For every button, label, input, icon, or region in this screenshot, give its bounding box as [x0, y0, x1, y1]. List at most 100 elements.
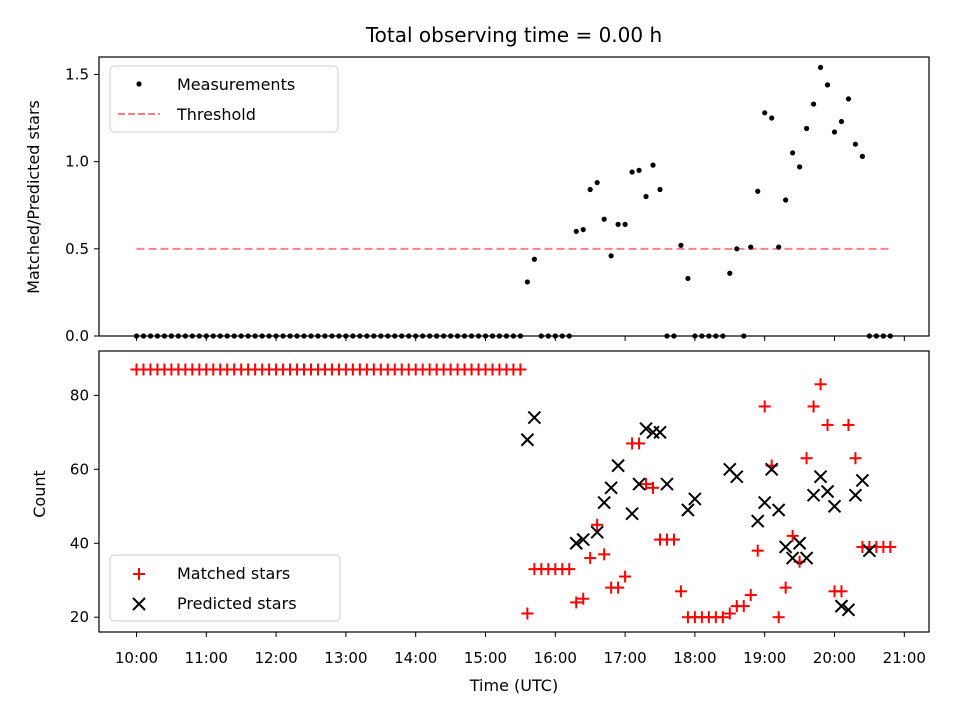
predicted-star-point	[820, 484, 835, 499]
measurement-point	[657, 186, 663, 193]
predicted-star-point	[611, 458, 625, 473]
matched-star-point	[758, 400, 771, 413]
bottom-y-axis: 20 40 60 80	[70, 386, 99, 626]
measurement-point	[594, 179, 600, 186]
matched-star-point	[598, 548, 611, 561]
bottom-x-tick-label: 12:00	[254, 649, 297, 667]
predicted-star-stroke-b	[806, 488, 821, 502]
predicted-star-point	[653, 425, 667, 440]
matched-star-point	[591, 518, 604, 531]
predicted-star-point	[527, 410, 542, 425]
bottom-x-tick-label: 19:00	[743, 649, 786, 667]
predicted-star-stroke-b	[688, 492, 702, 506]
predicted-star-point	[625, 506, 639, 521]
predicted-star-point	[681, 503, 695, 517]
matched-star-point	[842, 418, 855, 431]
matched-star-point	[723, 607, 736, 620]
top-x-axis	[136, 336, 905, 341]
legend-measurements-marker	[136, 81, 142, 87]
bottom-y-axis-label: Count	[30, 470, 49, 518]
predicted-star-stroke-b	[660, 477, 674, 491]
legend-predicted-marker	[132, 597, 146, 611]
legend-measurements-label: Measurements	[177, 75, 295, 94]
bottom-x-axis: 10:00 11:00 12:00 13:00 14:00 15:00 16:00 17:00…	[115, 632, 926, 667]
measurement-point	[629, 169, 635, 175]
matched-star-point	[514, 363, 527, 376]
bottom-x-tick-label: 13:00	[324, 649, 367, 667]
predicted-star-point	[813, 470, 828, 484]
predicted-star-stroke-b	[590, 525, 604, 539]
bottom-x-tick-label: 17:00	[603, 649, 646, 667]
bottom-legend: Matched stars Predicted stars	[109, 554, 341, 622]
predicted-star-point	[827, 499, 842, 513]
matched-star-point	[849, 452, 862, 465]
chart-title: Total observing time = 0.00 h	[365, 23, 662, 47]
predicted-star-point	[520, 433, 535, 447]
predicted-star-point	[569, 536, 583, 550]
measurement-point	[797, 164, 803, 170]
measurement-point	[531, 256, 537, 262]
legend-matched-label: Matched stars	[177, 564, 290, 583]
predicted-star-stroke-b	[827, 499, 842, 513]
predicted-star-stroke-b	[820, 484, 835, 499]
bottom-legend-box	[109, 554, 341, 622]
predicted-star-stroke-b	[848, 488, 863, 502]
top-y-tick-label: 0.0	[65, 327, 89, 345]
x-axis-label: Time (UTC)	[469, 676, 558, 695]
predicted-star-stroke-b	[841, 603, 856, 617]
matched-star-point	[521, 607, 534, 620]
predicted-star-stroke-b	[604, 481, 618, 495]
bottom-y-tick-label: 60	[70, 460, 89, 478]
measurement-point	[790, 150, 796, 156]
top-y-axis-label: Matched/Predicted stars	[24, 100, 43, 294]
top-axes-frame	[98, 56, 930, 337]
matched-star-point	[835, 585, 848, 598]
measurement-point	[601, 216, 607, 222]
predicted-star-point	[604, 481, 618, 495]
measurement-point	[650, 162, 656, 168]
measurement-point	[845, 96, 852, 102]
predicted-star-stroke-b	[653, 425, 667, 440]
bottom-x-tick-label: 11:00	[185, 649, 228, 667]
matched-star-point	[612, 581, 625, 594]
predicted-star-stroke-b	[723, 462, 737, 477]
predicted-star-point	[806, 488, 821, 502]
bottom-x-tick-label: 16:00	[534, 649, 577, 667]
predicted-star-stroke-b	[632, 477, 646, 491]
measurement-point	[859, 153, 866, 159]
predicted-star-stroke-b	[730, 470, 744, 484]
predicted-star-point	[632, 477, 646, 491]
measurement-point	[580, 227, 586, 233]
predicted-star-stroke-b	[799, 551, 814, 565]
predicted-star-point	[751, 514, 765, 528]
predicted-star-point	[590, 525, 604, 539]
top-panel: Total observing time = 0.00 h 0.0 0.5 1.0 1…	[24, 23, 930, 345]
top-legend-box	[109, 65, 339, 133]
predicted-star-stroke-b	[764, 462, 779, 477]
measurement-point	[587, 186, 593, 193]
matched-star-point	[577, 592, 590, 605]
predicted-star-stroke-b	[757, 495, 772, 510]
top-y-tick-label: 0.5	[65, 240, 89, 258]
bottom-x-tick-label: 14:00	[394, 649, 437, 667]
measurement-point	[622, 221, 628, 227]
predicted-star-stroke-b	[813, 470, 828, 484]
measurement-point	[734, 246, 740, 252]
matched-star-point	[584, 552, 597, 565]
top-y-tick-label: 1.5	[65, 65, 89, 83]
predicted-star-stroke-b	[681, 503, 695, 517]
measurement-point	[748, 244, 754, 250]
bottom-x-tick-label: 15:00	[464, 649, 507, 667]
matched-star-point	[640, 478, 653, 491]
predicted-star-point	[834, 599, 849, 613]
measurement-point	[776, 244, 782, 250]
predicted-star-point	[841, 603, 856, 617]
matched-star-point	[884, 540, 897, 553]
matched-star-point	[647, 481, 660, 494]
bottom-x-tick-label: 10:00	[115, 649, 158, 667]
measurement-point	[783, 197, 789, 203]
bottom-plot-area	[130, 363, 897, 624]
top-y-tick-label: 1.0	[65, 153, 89, 171]
predicted-star-point	[597, 495, 611, 510]
